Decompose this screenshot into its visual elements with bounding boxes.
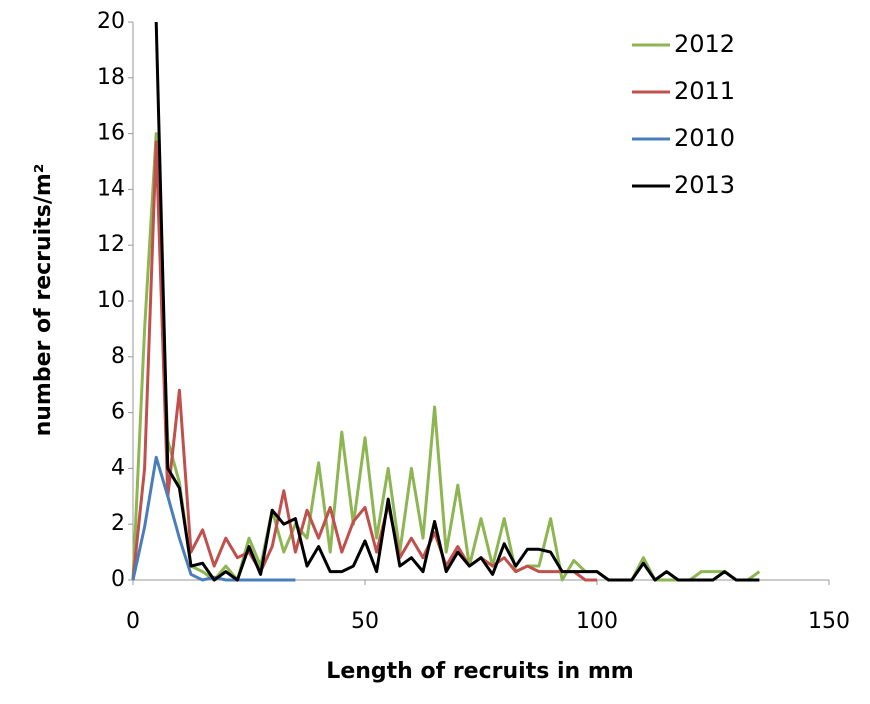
y-axis-label: number of recruits/m² (31, 164, 56, 437)
y-tick-label: 0 (111, 567, 125, 592)
y-tick-label: 14 (97, 176, 125, 201)
y-tick-label: 6 (111, 400, 125, 425)
y-tick-label: 18 (97, 65, 125, 90)
series-line (154, 21, 760, 582)
y-tick-label: 12 (97, 232, 125, 257)
x-tick-label: 100 (576, 609, 618, 634)
series-line (131, 140, 597, 582)
y-tick-label: 8 (111, 344, 125, 369)
x-axis-label: Length of recruits in mm (326, 659, 633, 684)
y-tick-label: 4 (111, 455, 125, 480)
x-tick-label: 50 (351, 609, 379, 634)
x-tick-label: 0 (126, 609, 140, 634)
legend-label: 2013 (674, 171, 735, 199)
y-tick-label: 20 (97, 9, 125, 34)
y-tick-label: 2 (111, 511, 125, 536)
legend-label: 2010 (674, 124, 735, 152)
x-tick-label: 150 (808, 609, 850, 634)
legend-label: 2011 (674, 77, 735, 105)
series-line (131, 455, 296, 582)
series-line (131, 132, 761, 582)
y-tick-label: 10 (97, 288, 125, 313)
y-tick-label: 16 (97, 121, 125, 146)
legend-label: 2012 (674, 30, 735, 58)
